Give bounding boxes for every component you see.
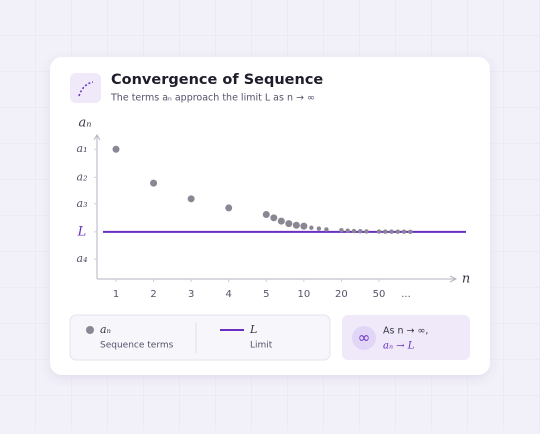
y-tick-label: L (77, 224, 87, 239)
note-box (342, 315, 470, 360)
y-arrow (93, 134, 101, 141)
point (150, 179, 158, 187)
x-arrow (449, 275, 458, 283)
point (277, 217, 285, 225)
x-axis-label: n (462, 272, 470, 287)
note-icon (352, 326, 376, 350)
point (324, 227, 329, 232)
title: Convergence of Sequence (111, 72, 323, 88)
point (351, 228, 357, 234)
x-tick-label: 10 (297, 289, 310, 300)
point (187, 195, 195, 203)
point (383, 229, 388, 234)
point (401, 229, 407, 234)
x-tick-label: 4 (226, 289, 232, 300)
x-more: ... (401, 289, 411, 300)
legend-description: Sequence terms (100, 341, 174, 351)
point (339, 228, 344, 233)
y-axis-label: aₙ (78, 116, 91, 131)
point (408, 229, 413, 235)
point (345, 228, 350, 233)
legend-label: L (249, 323, 257, 336)
y-tick-label: a₁ (77, 142, 88, 155)
point (292, 221, 300, 229)
point (316, 226, 322, 231)
icon (78, 81, 94, 97)
note-icon-symbol: ∞ (358, 329, 371, 347)
legend-marker (86, 326, 94, 334)
point (309, 225, 314, 230)
legend (69, 314, 331, 361)
point (112, 145, 120, 153)
x-tick-label: 3 (188, 289, 194, 300)
x-tick-label: 5 (263, 289, 269, 300)
point (262, 211, 270, 219)
y-tick-label: a₃ (77, 197, 88, 210)
legend-label: aₙ (100, 323, 111, 336)
point (285, 220, 293, 228)
point (270, 214, 278, 222)
note-line: aₙ → L (383, 341, 415, 352)
point (376, 229, 382, 234)
subtitle: The terms aₙ approach the limit L as n →… (110, 93, 315, 104)
point (395, 229, 400, 234)
point (225, 204, 233, 212)
card (50, 57, 490, 375)
x-tick-label: 50 (373, 289, 386, 300)
x-tick-label: 20 (335, 289, 348, 300)
point (358, 229, 363, 234)
point (364, 229, 369, 234)
x-tick-label: 2 (150, 289, 156, 300)
point (300, 222, 308, 230)
note-line: As n → ∞, (383, 326, 428, 337)
x-tick-label: 1 (113, 289, 119, 300)
y-tick-label: a₄ (77, 252, 88, 265)
icon-box (70, 73, 101, 103)
point (389, 229, 394, 234)
legend-description: Limit (250, 341, 273, 351)
y-tick-label: a₂ (77, 170, 88, 183)
